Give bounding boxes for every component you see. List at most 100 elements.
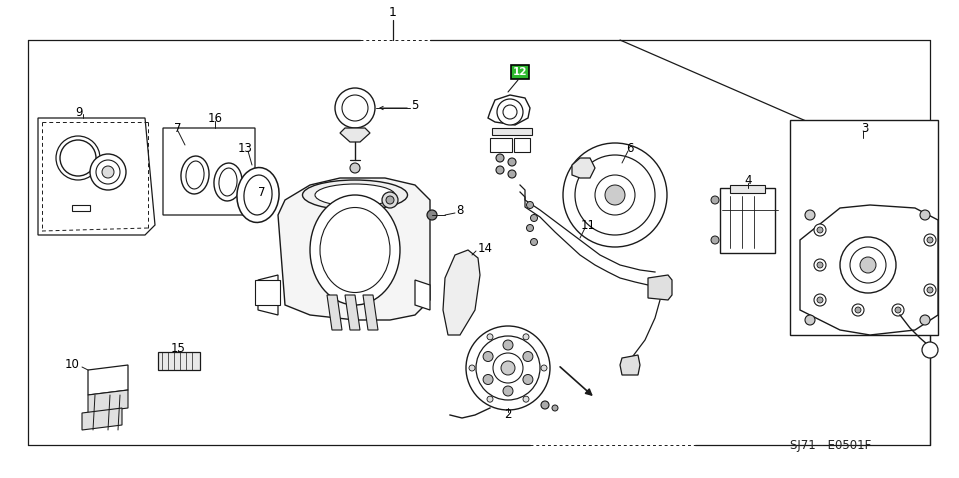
Circle shape	[840, 237, 896, 293]
Circle shape	[523, 334, 529, 340]
Polygon shape	[163, 128, 255, 215]
Ellipse shape	[315, 184, 395, 206]
Circle shape	[508, 170, 516, 178]
Circle shape	[895, 307, 901, 313]
Polygon shape	[258, 275, 278, 315]
Circle shape	[814, 224, 826, 236]
Polygon shape	[620, 355, 640, 375]
Text: 5: 5	[411, 98, 419, 111]
Circle shape	[96, 160, 120, 184]
Circle shape	[922, 342, 938, 358]
Circle shape	[493, 353, 523, 383]
Bar	[730, 185, 765, 193]
Circle shape	[595, 175, 635, 215]
Circle shape	[496, 154, 504, 162]
Text: 15: 15	[171, 341, 185, 355]
Text: 8: 8	[456, 204, 464, 217]
Circle shape	[920, 210, 930, 220]
Circle shape	[575, 155, 655, 235]
Text: 16: 16	[207, 111, 222, 124]
Polygon shape	[345, 295, 360, 330]
Text: 11: 11	[580, 218, 596, 231]
Ellipse shape	[310, 195, 400, 305]
Circle shape	[503, 340, 513, 350]
Circle shape	[466, 326, 550, 410]
Circle shape	[487, 396, 493, 402]
Circle shape	[805, 210, 815, 220]
Ellipse shape	[320, 207, 390, 293]
Circle shape	[814, 294, 826, 306]
Polygon shape	[327, 295, 342, 330]
Circle shape	[860, 257, 876, 273]
Polygon shape	[363, 295, 378, 330]
Polygon shape	[492, 128, 532, 135]
Circle shape	[814, 259, 826, 271]
Text: 1: 1	[389, 6, 397, 19]
Circle shape	[541, 401, 549, 409]
Text: 7: 7	[175, 121, 182, 134]
Circle shape	[892, 304, 904, 316]
Bar	[72, 205, 90, 211]
Circle shape	[563, 143, 667, 247]
Circle shape	[850, 247, 886, 283]
Text: 13: 13	[238, 141, 252, 154]
Circle shape	[382, 192, 398, 208]
Ellipse shape	[219, 168, 237, 196]
Polygon shape	[38, 118, 155, 235]
Circle shape	[523, 351, 533, 361]
Polygon shape	[572, 158, 595, 178]
Circle shape	[487, 334, 493, 340]
Ellipse shape	[181, 156, 209, 194]
Circle shape	[523, 396, 529, 402]
Circle shape	[342, 95, 368, 121]
Bar	[490, 138, 512, 152]
Circle shape	[817, 297, 823, 303]
Circle shape	[508, 158, 516, 166]
Bar	[514, 138, 530, 152]
Text: 10: 10	[65, 358, 80, 370]
Polygon shape	[648, 275, 672, 300]
Circle shape	[920, 315, 930, 325]
Circle shape	[483, 351, 493, 361]
Circle shape	[530, 239, 537, 246]
Circle shape	[496, 166, 504, 174]
Text: 4: 4	[744, 174, 752, 186]
Circle shape	[817, 227, 823, 233]
Circle shape	[102, 166, 114, 178]
Ellipse shape	[214, 163, 242, 201]
Polygon shape	[443, 250, 480, 335]
Circle shape	[427, 210, 437, 220]
Text: 3: 3	[861, 121, 869, 134]
Circle shape	[350, 163, 360, 173]
Text: 9: 9	[75, 106, 82, 119]
Circle shape	[805, 315, 815, 325]
Circle shape	[526, 202, 533, 208]
Ellipse shape	[186, 161, 204, 189]
Bar	[790, 120, 938, 335]
Polygon shape	[800, 205, 938, 335]
Circle shape	[855, 307, 861, 313]
Polygon shape	[82, 408, 122, 430]
Text: SJ71 - E0501F: SJ71 - E0501F	[790, 438, 871, 452]
Circle shape	[852, 304, 864, 316]
Circle shape	[711, 236, 719, 244]
Circle shape	[530, 215, 537, 221]
Circle shape	[503, 105, 517, 119]
Circle shape	[386, 196, 394, 204]
Circle shape	[526, 225, 533, 231]
Circle shape	[817, 262, 823, 268]
Polygon shape	[488, 95, 530, 125]
Circle shape	[335, 88, 375, 128]
Ellipse shape	[302, 180, 408, 210]
Text: 6: 6	[626, 141, 634, 154]
Circle shape	[469, 365, 475, 371]
Circle shape	[501, 361, 515, 375]
Circle shape	[924, 284, 936, 296]
Circle shape	[503, 386, 513, 396]
Bar	[720, 188, 775, 253]
Circle shape	[90, 154, 126, 190]
Ellipse shape	[237, 168, 279, 222]
Text: 12: 12	[513, 67, 527, 77]
Circle shape	[927, 237, 933, 243]
Circle shape	[541, 365, 547, 371]
